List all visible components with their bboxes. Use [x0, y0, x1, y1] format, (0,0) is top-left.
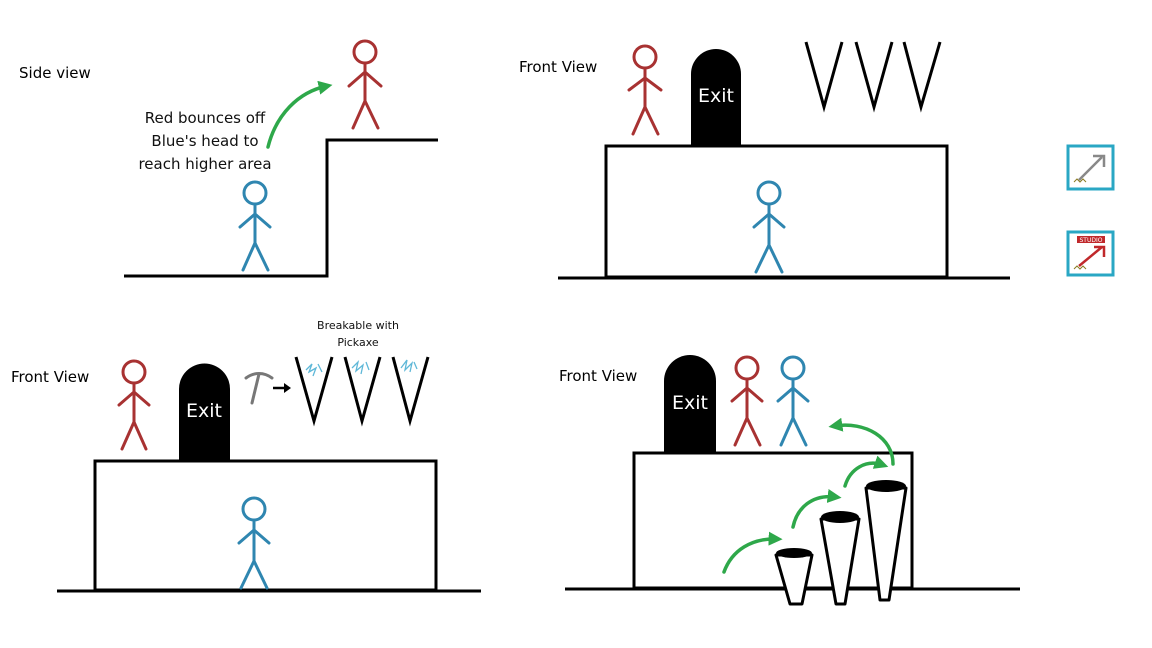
ceiling-spike [854, 41, 894, 113]
exit-label: Exit [672, 392, 708, 414]
expand-button[interactable] [1066, 144, 1115, 191]
ceiling-spike [804, 41, 844, 113]
breakable-spike [391, 356, 430, 427]
panel-front-view-2: Front View Exit Breakable with Pickaxe [11, 319, 481, 593]
red-character [627, 44, 663, 136]
jump-arrow [722, 531, 783, 574]
red-character [347, 39, 383, 130]
jump-arrow [791, 489, 842, 529]
blue-character [752, 180, 786, 274]
breakable-spike-row [294, 356, 430, 427]
view-label: Front View [11, 368, 89, 386]
exit-door [664, 355, 716, 453]
pillar-tall [864, 480, 908, 602]
pickaxe-icon [244, 372, 274, 405]
jump-arrow [828, 417, 895, 466]
blue-character [237, 496, 271, 590]
jump-arrow [843, 455, 889, 488]
breakable-spike [343, 356, 382, 427]
breakable-spike [294, 356, 334, 427]
annotation-line-2: Pickaxe [337, 336, 379, 349]
ceiling-spike [902, 41, 942, 113]
pillar-medium [819, 511, 861, 606]
exit-door [691, 49, 741, 146]
platform-block [604, 144, 949, 279]
blue-character [776, 355, 810, 447]
view-label: Side view [19, 64, 91, 82]
annotation-line-3: reach higher area [138, 155, 271, 173]
annotation-line-1: Breakable with [317, 319, 399, 332]
panel-front-view-3: Front View Exit [559, 355, 1020, 606]
jump-arrows [722, 417, 895, 574]
expand-arrow-icon [1073, 154, 1106, 183]
crack-marks [400, 359, 418, 373]
studio-button[interactable]: STUDIO [1066, 230, 1115, 277]
exit-label: Exit [186, 400, 222, 422]
spike-row [804, 41, 942, 113]
annotation-line-1: Red bounces off [145, 109, 266, 127]
pillar-stairs [774, 480, 908, 606]
studio-label: STUDIO [1080, 237, 1103, 244]
right-arrow-icon [273, 383, 291, 393]
red-character [730, 355, 764, 447]
annotation-line-2: Blue's head to [151, 132, 258, 150]
pillar-short [774, 548, 814, 606]
crack-marks [305, 363, 323, 377]
annotation-text: Red bounces off Blue's head to reach hig… [138, 109, 271, 173]
platform-block [632, 451, 914, 590]
blue-character [238, 180, 272, 272]
crack-marks [351, 359, 370, 375]
step-ledge [124, 138, 438, 278]
platform-block [93, 459, 438, 592]
view-label: Front View [519, 58, 597, 76]
panel-front-view-1: Front View Exit [519, 41, 1010, 280]
exit-label: Exit [698, 85, 734, 107]
view-label: Front View [559, 367, 637, 385]
annotation-text: Breakable with Pickaxe [317, 319, 399, 349]
panel-side-view: Side view Red bounces off Blue's head to… [19, 39, 438, 278]
exit-door [179, 363, 230, 461]
studio-icon: STUDIO [1073, 236, 1106, 270]
bounce-arrow [266, 80, 333, 149]
red-character [117, 359, 151, 451]
